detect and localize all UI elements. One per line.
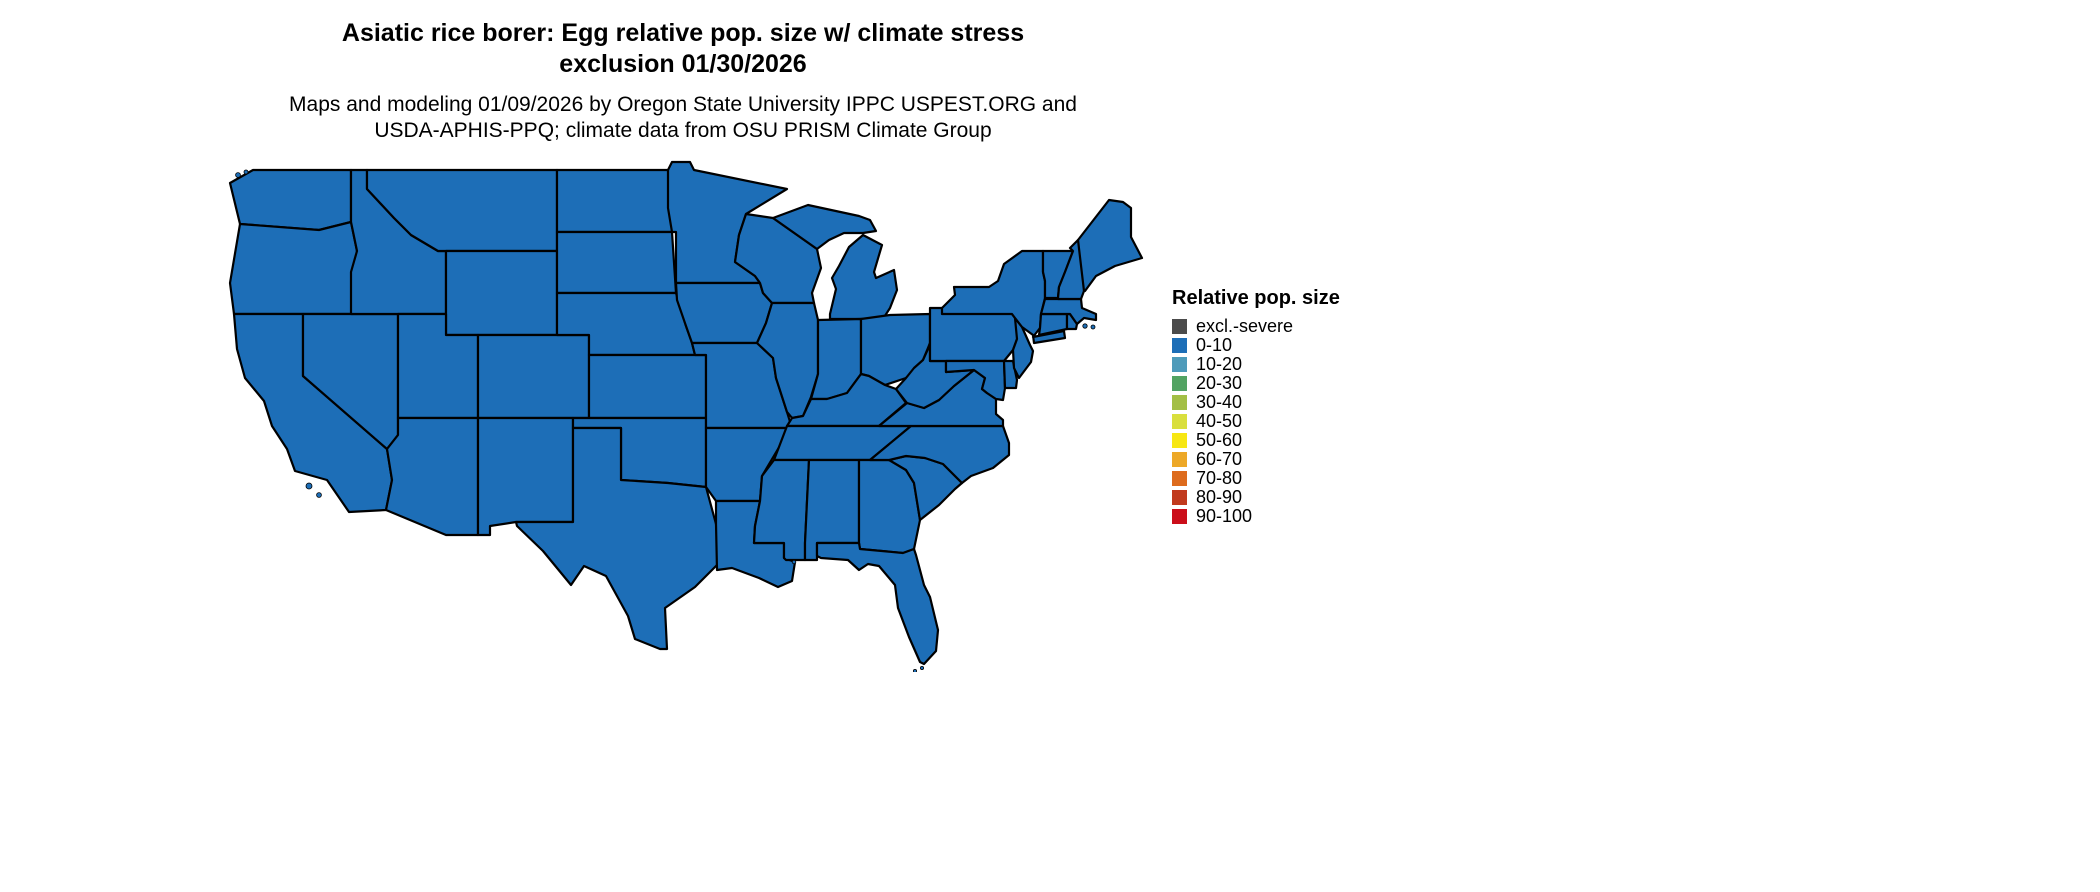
legend-label: 80-90 (1196, 487, 1243, 507)
island (791, 559, 797, 565)
legend-swatch (1172, 338, 1187, 353)
state-michigan (828, 233, 899, 321)
state-washington (228, 168, 353, 232)
state-oregon (228, 220, 359, 316)
legend-label: 40-50 (1196, 411, 1243, 431)
legend-swatch (1172, 376, 1187, 391)
legend-label: 50-60 (1196, 430, 1243, 450)
state-new-jersey (1011, 316, 1035, 380)
state-kansas (587, 353, 708, 420)
state-north-dakota (555, 168, 674, 234)
legend-label: 10-20 (1196, 354, 1243, 374)
legend-label: excl.-severe (1196, 316, 1294, 336)
legend-item: 80-90 (1172, 487, 1340, 507)
page-title: Asiatic rice borer: Egg relative pop. si… (0, 18, 1366, 80)
page-subtitle: Maps and modeling 01/09/2026 by Oregon S… (0, 92, 1366, 144)
states-group (228, 160, 1144, 666)
island (913, 668, 918, 673)
island (243, 169, 249, 175)
state-arizona (384, 416, 480, 537)
state-iowa (674, 281, 774, 345)
island (235, 172, 241, 178)
state-north-carolina (868, 424, 1011, 485)
state-massachusetts (1039, 297, 1098, 326)
legend-item: 50-60 (1172, 430, 1340, 450)
state-texas (514, 426, 722, 651)
subtitle-line-1: Maps and modeling 01/09/2026 by Oregon S… (289, 93, 1077, 116)
legend-swatch (1172, 509, 1187, 524)
legend-items: excl.-severe 0-10 10-20 20-30 30-40 40-50 50-6… (1172, 316, 1340, 526)
legend-swatch (1172, 414, 1187, 429)
state-pennsylvania (928, 306, 1024, 363)
legend-swatch (1172, 471, 1187, 486)
legend-item: 0-10 (1172, 335, 1340, 355)
legend-item: 30-40 (1172, 392, 1340, 412)
us-map-svg (228, 160, 1144, 673)
legend: Relative pop. size excl.-severe 0-10 10-20… (1172, 287, 1340, 528)
state-colorado (476, 333, 591, 420)
legend-swatch (1172, 452, 1187, 467)
state-maine (1076, 198, 1144, 293)
state-florida (815, 541, 940, 666)
legend-item: 90-100 (1172, 506, 1340, 526)
legend-label: 0-10 (1196, 335, 1233, 355)
island (316, 492, 322, 498)
legend-title: Relative pop. size (1172, 287, 1340, 309)
legend-label: 70-80 (1196, 468, 1243, 488)
legend-item: 40-50 (1172, 411, 1340, 431)
island (920, 665, 925, 670)
state-wyoming (444, 249, 559, 337)
islands-group (235, 169, 1096, 673)
state-south-dakota (555, 230, 678, 295)
legend-item: excl.-severe (1172, 316, 1340, 336)
island (1082, 323, 1088, 329)
legend-swatch (1172, 433, 1187, 448)
legend-label: 30-40 (1196, 392, 1243, 412)
legend-label: 60-70 (1196, 449, 1243, 469)
island (305, 482, 313, 490)
legend-swatch (1172, 319, 1187, 334)
us-map (224, 160, 1144, 673)
legend-swatch (1172, 490, 1187, 505)
state-new-mexico (476, 416, 575, 537)
subtitle-line-2: USDA-APHIS-PPQ; climate data from OSU PR… (374, 119, 992, 142)
legend-swatch (1172, 357, 1187, 372)
legend-item: 60-70 (1172, 449, 1340, 469)
legend-item: 70-80 (1172, 468, 1340, 488)
legend-item: 20-30 (1172, 373, 1340, 393)
legend-swatch (1172, 395, 1187, 410)
legend-item: 10-20 (1172, 354, 1340, 374)
island (1090, 324, 1096, 330)
title-line-1: Asiatic rice borer: Egg relative pop. si… (341, 19, 1025, 47)
legend-label: 20-30 (1196, 373, 1243, 393)
legend-label: 90-100 (1196, 506, 1253, 526)
title-line-2: exclusion 01/30/2026 (559, 50, 807, 78)
state-michigan-upper-peninsula (771, 203, 878, 251)
